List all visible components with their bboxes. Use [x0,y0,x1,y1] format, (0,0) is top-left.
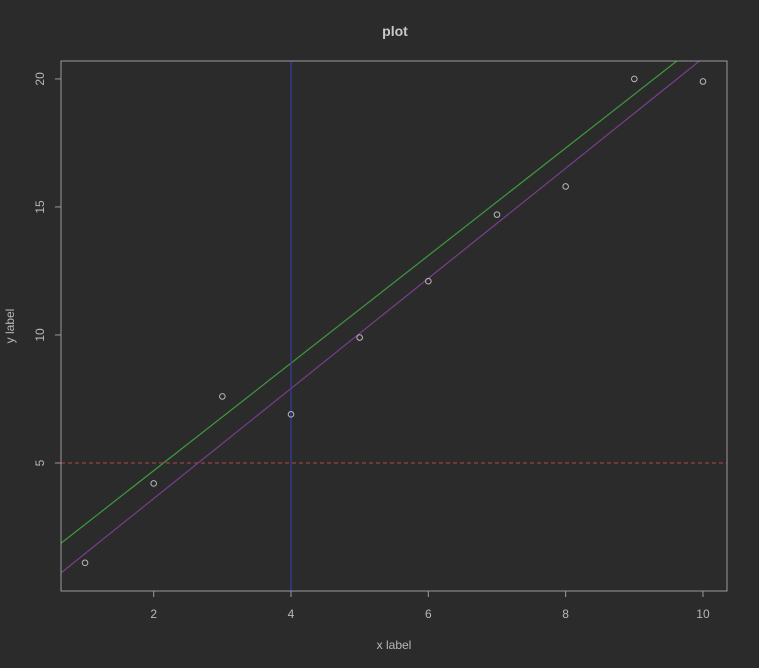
data-point [631,75,638,83]
data-point [493,211,501,218]
data-point [562,183,569,190]
data-points [81,75,707,567]
y-tick-label: 10 [33,328,47,342]
reference-line-abline-0 [60,60,678,544]
y-tick-label: 5 [33,459,47,466]
data-point [287,411,295,418]
data-point [356,334,363,341]
y-axis-label: y label [3,309,17,344]
data-point [81,559,89,567]
y-tick-label: 20 [33,72,47,86]
y-axis: 5 10 15 20 [33,72,61,466]
data-point [150,480,157,487]
reference-lines [60,60,727,591]
x-tick-label: 6 [425,607,432,621]
data-point [425,277,432,285]
y-tick-label: 15 [33,200,47,214]
reference-line-abline-1 [60,60,700,574]
plot-frame [60,60,728,592]
x-axis-label: x label [377,638,412,652]
x-axis: 2 4 6 8 10 [150,591,710,621]
chart-title: plot [382,23,408,39]
data-point [219,393,226,400]
x-tick-label: 8 [562,607,569,621]
x-tick-label: 2 [150,607,157,621]
x-tick-label: 4 [288,607,295,621]
data-point [699,78,707,85]
x-tick-label: 10 [696,607,710,621]
